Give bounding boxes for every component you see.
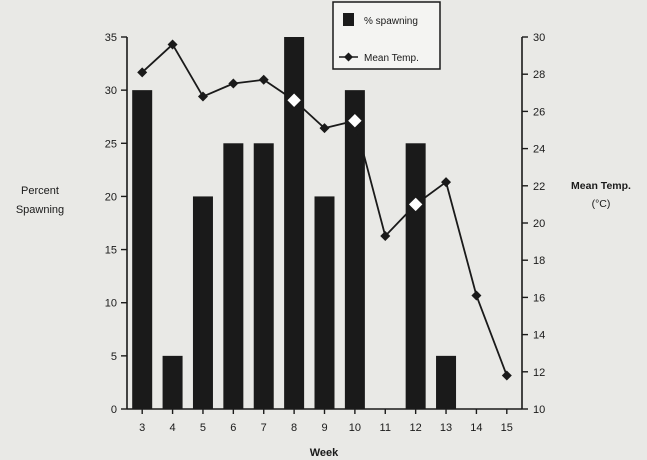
bar-week-12 <box>405 143 426 410</box>
y-right-label-line2: (°C) <box>592 198 611 210</box>
legend-bar-label: % spawning <box>364 16 418 27</box>
temp-marker-week-11 <box>380 231 391 242</box>
temp-marker-week-14 <box>471 290 482 301</box>
temp-marker-week-12 <box>408 197 423 212</box>
y-right-tick-label: 18 <box>533 255 545 267</box>
temp-marker-week-13 <box>441 177 452 188</box>
x-tick-label: 15 <box>501 422 513 434</box>
y-right-tick-label: 28 <box>533 69 545 81</box>
temp-marker-week-15 <box>501 370 512 381</box>
y-right-tick-label: 24 <box>533 144 545 156</box>
y-right-tick-label: 30 <box>533 32 545 44</box>
axes: 0 5 10 15 20 25 30 35 10 12 14 16 18 20 22 24 26 28 30 3 4 5 6… <box>105 32 546 434</box>
y-right-tick-label: 10 <box>533 404 545 416</box>
bar-week-5 <box>192 196 213 409</box>
temp-marker-week-10 <box>348 113 362 128</box>
y-right-tick-label: 20 <box>533 218 545 230</box>
bar-week-9 <box>314 196 335 409</box>
temp-marker-week-5 <box>197 91 208 102</box>
x-tick-label: 5 <box>200 422 206 434</box>
x-tick-label: 7 <box>261 422 267 434</box>
y-right-label-line1: Mean Temp. <box>571 180 631 192</box>
temp-marker-week-3 <box>137 67 148 78</box>
x-tick-label: 13 <box>440 422 452 434</box>
axis-labels: Percent Spawning Mean Temp. (°C) Week <box>16 180 631 459</box>
bar-week-6 <box>223 143 244 410</box>
y-left-tick-label: 0 <box>111 404 117 416</box>
y-right-tick-label: 16 <box>533 292 545 304</box>
x-tick-label: 14 <box>470 422 482 434</box>
x-tick-label: 8 <box>291 422 297 434</box>
temperature-line-series <box>137 39 512 381</box>
x-axis-label: Week <box>310 447 339 459</box>
x-tick-label: 11 <box>380 422 391 434</box>
y-left-tick-label: 15 <box>105 245 117 257</box>
y-left-label-line1: Percent <box>21 185 59 197</box>
legend-line-label: Mean Temp. <box>364 53 419 64</box>
legend-diamond-marker <box>344 52 353 62</box>
bar-week-3 <box>132 90 153 410</box>
bar-week-7 <box>253 143 274 410</box>
x-tick-label: 4 <box>170 422 176 434</box>
legend-bar-swatch <box>343 13 354 26</box>
bar-week-4 <box>162 355 183 409</box>
y-left-tick-label: 5 <box>111 351 117 363</box>
y-right-tick-label: 22 <box>533 181 545 193</box>
legend: % spawning Mean Temp. <box>332 1 441 70</box>
y-right-tick-label: 14 <box>533 330 545 342</box>
x-tick-label: 12 <box>410 422 422 434</box>
x-tick-label: 9 <box>321 422 327 434</box>
y-left-tick-label: 20 <box>105 191 117 203</box>
y-right-tick-label: 12 <box>533 367 545 379</box>
temp-marker-week-9 <box>319 123 330 134</box>
y-left-tick-label: 10 <box>105 298 117 310</box>
temp-marker-week-7 <box>258 74 269 85</box>
y-right-tick-label: 26 <box>533 106 545 118</box>
bar-series <box>132 37 457 410</box>
y-left-tick-label: 25 <box>105 138 117 150</box>
temp-marker-week-6 <box>228 78 239 89</box>
temp-marker-week-8 <box>287 93 301 107</box>
y-left-tick-label: 35 <box>105 32 117 44</box>
y-left-tick-label: 30 <box>105 85 117 97</box>
bar-week-8 <box>284 37 305 409</box>
bar-week-10 <box>344 90 365 410</box>
x-tick-label: 6 <box>230 422 236 434</box>
bar-week-13 <box>436 355 457 409</box>
y-left-label-line2: Spawning <box>16 204 64 216</box>
temp-marker-week-4 <box>167 39 178 50</box>
x-tick-label: 3 <box>139 422 145 434</box>
x-tick-label: 10 <box>349 422 361 434</box>
